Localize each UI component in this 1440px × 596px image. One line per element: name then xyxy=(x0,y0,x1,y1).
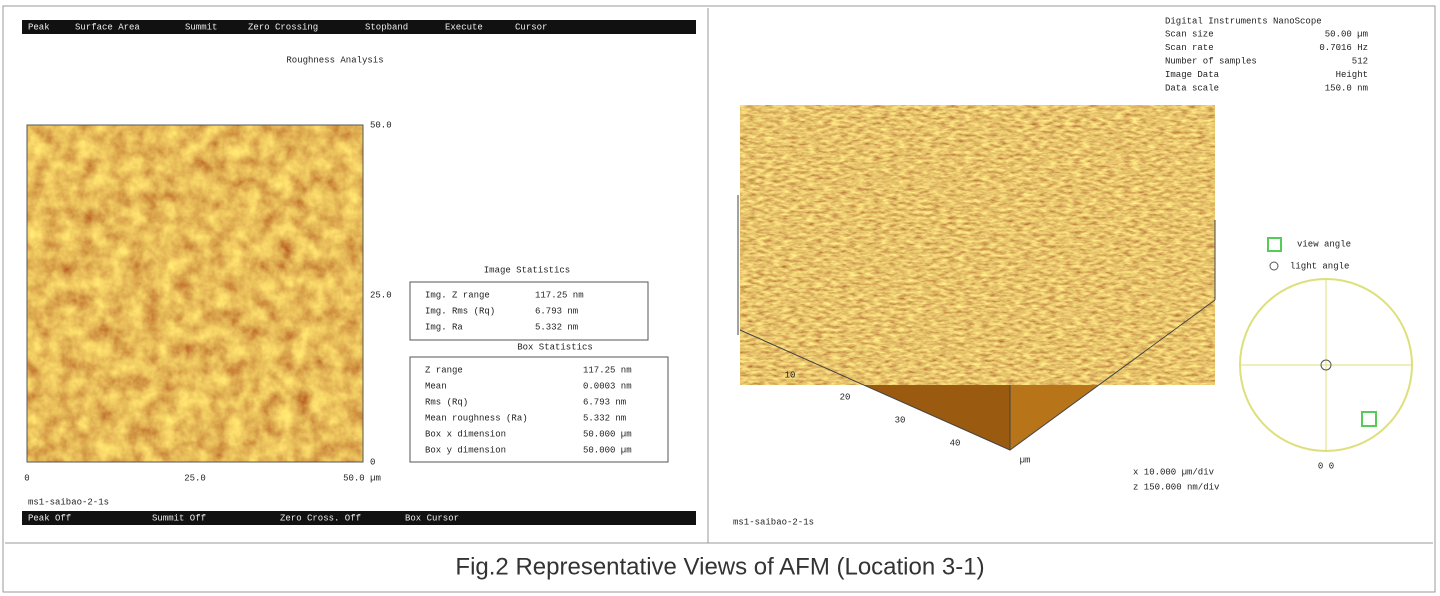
y-axis-label: 25.0 xyxy=(370,290,392,300)
stat-value: 5.332 nm xyxy=(583,413,626,423)
menu-item: Surface Area xyxy=(75,22,140,32)
info-label: Data scale xyxy=(1165,83,1219,93)
scale-label: x 10.000 µm/div xyxy=(1133,467,1215,477)
menu-item: Execute xyxy=(445,22,483,32)
stat-label: Img. Z range xyxy=(425,290,490,300)
panel-title: Roughness Analysis xyxy=(286,55,383,65)
info-value: 150.0 nm xyxy=(1325,83,1368,93)
filename: ms1-saibao-2-1s xyxy=(733,517,814,527)
axis-label: 40 xyxy=(950,438,961,448)
stat-value: 5.332 nm xyxy=(535,322,578,332)
stats-title: Image Statistics xyxy=(484,265,570,275)
instrument: Digital Instruments NanoScope xyxy=(1165,16,1322,26)
info-label: Scan rate xyxy=(1165,43,1214,53)
caption: Fig.2 Representative Views of AFM (Locat… xyxy=(455,553,984,580)
axis-label: µm xyxy=(1020,455,1031,465)
info-label: Number of samples xyxy=(1165,56,1257,66)
legend-label: light angle xyxy=(1290,261,1349,271)
stat-value: 6.793 nm xyxy=(583,397,626,407)
stat-label: Mean roughness (Ra) xyxy=(425,413,528,423)
height-image xyxy=(27,125,363,462)
stat-label: Mean xyxy=(425,381,447,391)
info-value: 0.7016 Hz xyxy=(1319,43,1368,53)
stat-label: Box x dimension xyxy=(425,429,506,439)
stat-label: Z range xyxy=(425,365,463,375)
info-value: Height xyxy=(1336,70,1368,80)
scale-label: z 150.000 nm/div xyxy=(1133,482,1220,492)
status-item: Box Cursor xyxy=(405,513,459,523)
stat-value: 50.000 µm xyxy=(583,429,632,439)
y-axis-label: 0 xyxy=(370,457,375,467)
legend-label: view angle xyxy=(1297,239,1351,249)
axis-label: 10 xyxy=(785,370,796,380)
axis-label: 30 xyxy=(895,415,906,425)
menu-item: Stopband xyxy=(365,22,408,32)
x-axis-label: 50.0 µm xyxy=(343,473,381,483)
menu-item: Zero Crossing xyxy=(248,22,318,32)
stat-value: 0.0003 nm xyxy=(583,381,632,391)
y-axis-label: 50.0 xyxy=(370,120,392,130)
filename: ms1-saibao-2-1s xyxy=(28,497,109,507)
menu-item: Summit xyxy=(185,22,217,32)
info-value: 50.00 µm xyxy=(1325,29,1368,39)
stats-title: Box Statistics xyxy=(517,342,593,352)
info-label: Scan size xyxy=(1165,29,1214,39)
stat-label: Rms (Rq) xyxy=(425,397,468,407)
stat-label: Box y dimension xyxy=(425,445,506,455)
status-item: Zero Cross. Off xyxy=(280,513,361,523)
stat-label: Img. Rms (Rq) xyxy=(425,306,495,316)
info-value: 512 xyxy=(1352,56,1368,66)
status-item: Summit Off xyxy=(152,513,206,523)
menu-item: Cursor xyxy=(515,22,547,32)
stat-label: Img. Ra xyxy=(425,322,463,332)
figure: Fig.2 Representative Views of AFM (Locat… xyxy=(0,0,1440,596)
menu-item: Peak xyxy=(28,22,50,32)
status-item: Peak Off xyxy=(28,513,71,523)
stat-value: 50.000 µm xyxy=(583,445,632,455)
axis-label: 20 xyxy=(840,392,851,402)
info-label: Image Data xyxy=(1165,70,1220,80)
stat-value: 117.25 nm xyxy=(583,365,632,375)
stat-value: 117.25 nm xyxy=(535,290,584,300)
stat-value: 6.793 nm xyxy=(535,306,578,316)
angle-readout: 0 0 xyxy=(1318,461,1334,471)
x-axis-label: 25.0 xyxy=(184,473,206,483)
x-axis-label: 0 xyxy=(24,473,29,483)
